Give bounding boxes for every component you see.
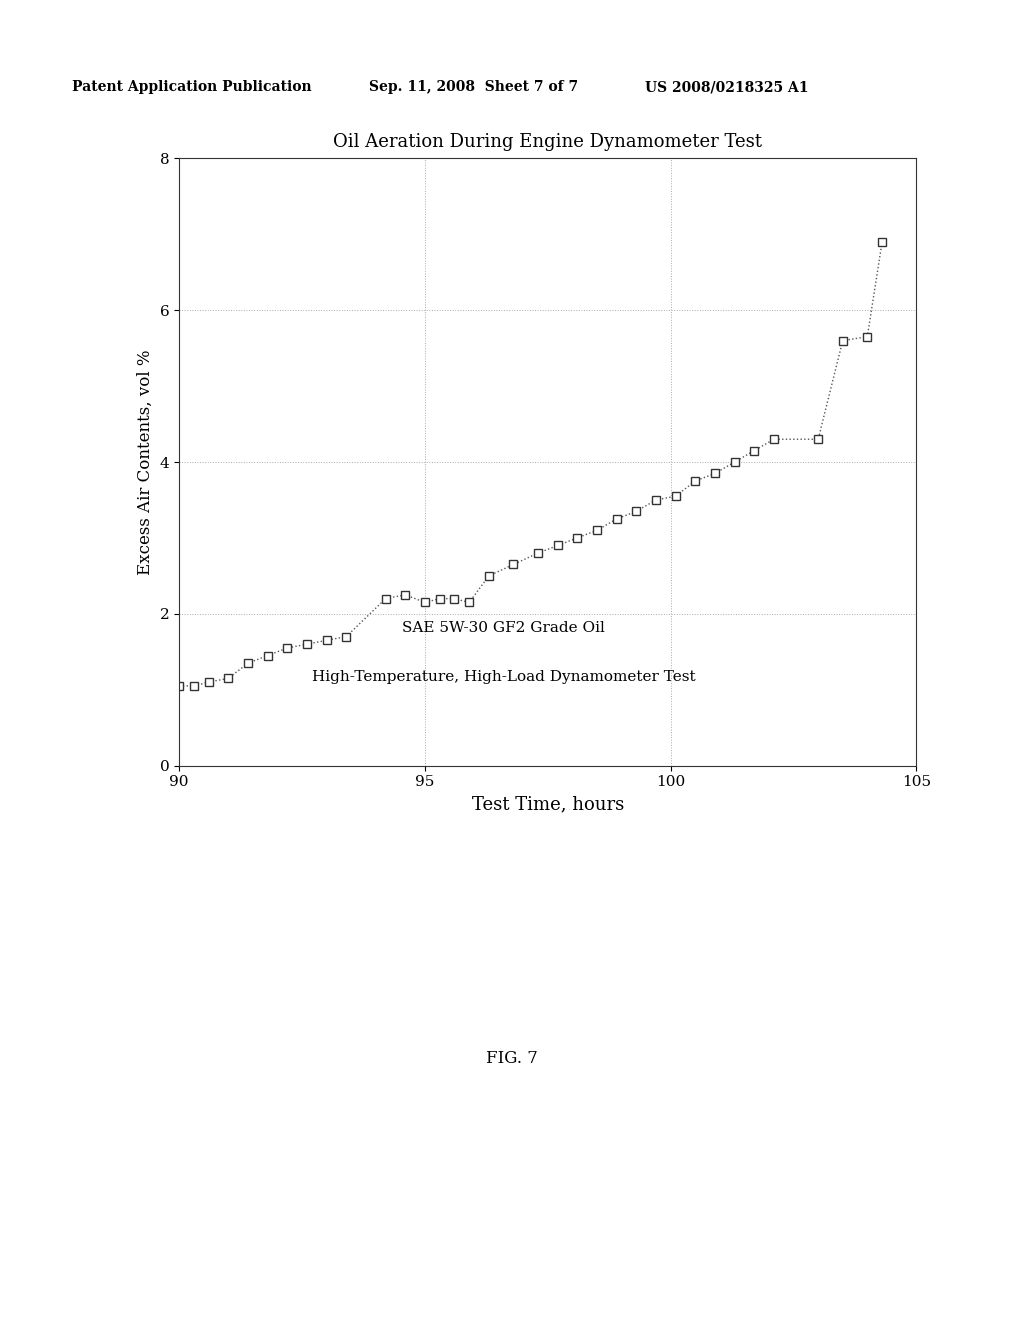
Text: Patent Application Publication: Patent Application Publication xyxy=(72,81,311,94)
Text: Sep. 11, 2008  Sheet 7 of 7: Sep. 11, 2008 Sheet 7 of 7 xyxy=(369,81,578,94)
Text: High-Temperature, High-Load Dynamometer Test: High-Temperature, High-Load Dynamometer … xyxy=(311,669,695,684)
Title: Oil Aeration During Engine Dynamometer Test: Oil Aeration During Engine Dynamometer T… xyxy=(334,133,762,152)
Text: FIG. 7: FIG. 7 xyxy=(486,1049,538,1067)
X-axis label: Test Time, hours: Test Time, hours xyxy=(472,795,624,813)
Text: SAE 5W-30 GF2 Grade Oil: SAE 5W-30 GF2 Grade Oil xyxy=(402,620,605,635)
Text: US 2008/0218325 A1: US 2008/0218325 A1 xyxy=(645,81,809,94)
Y-axis label: Excess Air Contents, vol %: Excess Air Contents, vol % xyxy=(137,350,155,574)
